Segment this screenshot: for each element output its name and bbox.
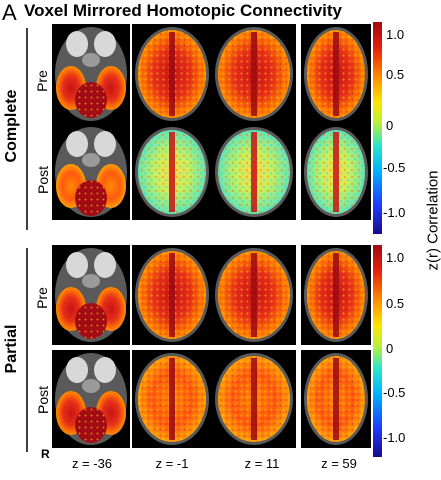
colorbar-title: z(r) Correlation [424, 170, 441, 271]
row-label-partial-pre: Pre [34, 287, 50, 309]
figure-title: Voxel Mirrored Homotopic Connectivity [24, 1, 343, 20]
brain-slice-r2-c1 [52, 124, 130, 220]
brain-slice-r1-c2 [132, 24, 212, 124]
colorbar-bottom-tick-3: 0 [386, 341, 394, 356]
slice-label-3: z = 11 [244, 456, 280, 471]
colorbar-bottom-tick-4: -0.5 [383, 385, 406, 400]
brain-slice-r4-c1 [52, 350, 130, 448]
colorbar-top-tick-4: -0.5 [383, 160, 406, 175]
panel-letter: A [2, 0, 17, 25]
brain-slice-r1-c3 [212, 24, 296, 124]
brain-slice-r4-c4 [301, 350, 371, 448]
group-label-complete: Complete [3, 89, 20, 163]
brain-slice-r3-c4 [301, 245, 371, 345]
colorbar-bottom-tick-2: 0.5 [386, 296, 405, 311]
colorbar-bottom [373, 245, 382, 457]
brain-slice-r3-c3 [212, 245, 296, 345]
brain-slice-r2-c3 [212, 124, 296, 220]
brain-slice-r2-c4 [301, 124, 371, 220]
slice-label-4: z = 59 [321, 456, 357, 471]
brain-slice-r2-c2 [132, 124, 212, 220]
brain-slice-r4-c2 [132, 350, 212, 448]
colorbar-top-tick-3: 0 [386, 118, 394, 133]
brain-slice-r4-c3 [212, 350, 296, 448]
row-label-complete-pre: Pre [34, 70, 50, 92]
brain-slice-r3-c1 [52, 245, 130, 345]
colorbar-top [373, 22, 382, 234]
slice-label-1: z = -36 [71, 456, 113, 471]
row-label-partial-post: Post [35, 386, 51, 415]
slice-label-2: z = -1 [155, 456, 189, 471]
colorbar-top-tick-5: -1.0 [383, 205, 406, 220]
colorbar-bottom-tick-5: -1.0 [383, 430, 406, 445]
colorbar-bottom-tick-1: 1.0 [386, 250, 405, 265]
colorbar-top-tick-2: 0.5 [386, 67, 405, 82]
colorbar-top-tick-1: 1.0 [386, 27, 405, 42]
row-label-complete-post: Post [35, 166, 51, 195]
brain-slice-r1-c4 [301, 24, 371, 124]
group-label-partial: Partial [3, 324, 20, 374]
brain-slice-r1-c1 [52, 24, 130, 124]
orientation-label: R [41, 447, 50, 461]
brain-slice-r3-c2 [132, 245, 212, 345]
